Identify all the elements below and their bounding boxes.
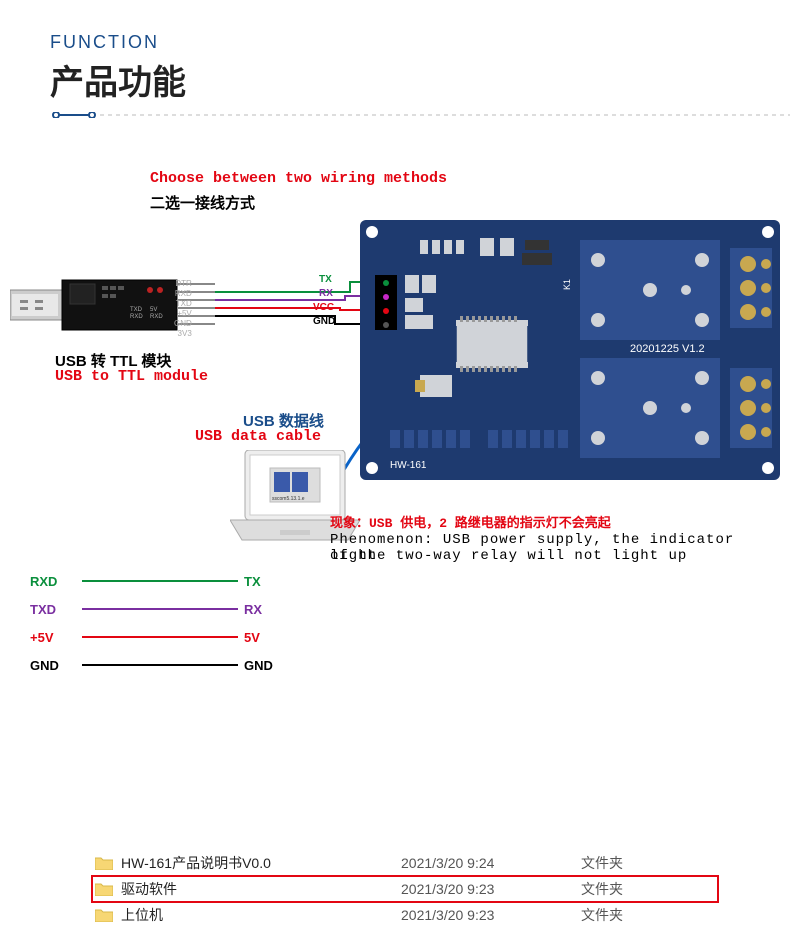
wire-tx <box>215 282 370 292</box>
legend-rxd-line <box>82 580 238 582</box>
legend-rxd-r: TX <box>244 574 290 589</box>
file-date-0: 2021/3/20 9:24 <box>401 855 581 871</box>
folder-icon <box>95 908 113 922</box>
folder-icon <box>95 882 113 896</box>
legend-txd-line <box>82 608 238 610</box>
legend-gnd-r: GND <box>244 658 290 673</box>
pcb-pin-gnd: GND <box>313 316 335 327</box>
usbdata-en: USB data cable <box>195 428 321 445</box>
file-type-1: 文件夹 <box>581 879 661 899</box>
phenom-cn: 现象：USB 供电，2 路继电器的指示灯不会亮起 <box>330 512 611 531</box>
subtitle: FUNCTION <box>50 32 790 53</box>
wire-vcc <box>215 308 370 310</box>
legend-gnd-line <box>82 664 238 666</box>
legend-row-5v: +5V 5V <box>30 626 290 648</box>
wire-gnd <box>215 316 370 324</box>
legend-txd-l: TXD <box>30 602 76 617</box>
legend-row-gnd: GND GND <box>30 654 290 676</box>
file-list: HW-161产品说明书V0.0 2021/3/20 9:24 文件夹 驱动软件 … <box>95 850 715 928</box>
header: FUNCTION 产品功能 <box>0 0 790 118</box>
title: 产品功能 <box>50 55 790 104</box>
folder-icon <box>95 856 113 870</box>
file-row-2[interactable]: 上位机 2021/3/20 9:23 文件夹 <box>95 902 715 928</box>
pcb-model: HW-161 <box>390 460 427 471</box>
pcb-pin-vcc: VCC <box>313 302 334 313</box>
file-date-1: 2021/3/20 9:23 <box>401 881 581 897</box>
legend-txd-r: RX <box>244 602 290 617</box>
legend-row-rxd: RXD TX <box>30 570 290 592</box>
legend-5v-l: +5V <box>30 630 76 645</box>
laptop-app: sscom5.13.1.e <box>272 496 305 502</box>
pcb-board: K1 HW-161 20201225 V1.2 <box>360 220 780 480</box>
wire-rx <box>215 296 370 300</box>
pcb-k-label: K1 <box>562 279 572 290</box>
file-type-2: 文件夹 <box>581 905 661 925</box>
decorative-dash <box>50 112 790 118</box>
diagram-canvas: Choose between two wiring methods 二选一接线方… <box>0 140 790 700</box>
legend-rxd-l: RXD <box>30 574 76 589</box>
phenom-en-2: of the two-way relay will not light up <box>330 548 687 564</box>
signal-legend: RXD TX TXD RX +5V 5V GND GND <box>30 570 290 682</box>
file-name-1: 驱动软件 <box>121 879 401 899</box>
legend-row-txd: TXD RX <box>30 598 290 620</box>
file-row-1[interactable]: 驱动软件 2021/3/20 9:23 文件夹 <box>95 876 715 902</box>
legend-gnd-l: GND <box>30 658 76 673</box>
file-type-0: 文件夹 <box>581 853 661 873</box>
legend-5v-r: 5V <box>244 630 290 645</box>
file-name-2: 上位机 <box>121 905 401 925</box>
legend-5v-line <box>82 636 238 638</box>
file-name-0: HW-161产品说明书V0.0 <box>121 853 401 873</box>
pcb-pin-tx: TX <box>319 274 332 285</box>
pcb-pin-rx: RX <box>319 288 333 299</box>
file-date-2: 2021/3/20 9:23 <box>401 907 581 923</box>
file-row-0[interactable]: HW-161产品说明书V0.0 2021/3/20 9:24 文件夹 <box>95 850 715 876</box>
pcb-version: 20201225 V1.2 <box>630 343 705 355</box>
